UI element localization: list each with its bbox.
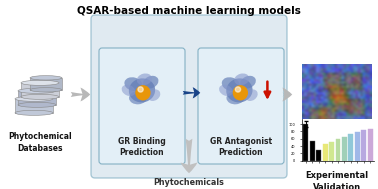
Bar: [316, 150, 321, 161]
Bar: [342, 137, 347, 161]
Bar: [15, 99, 53, 113]
Bar: [30, 78, 62, 90]
Text: Experimental
Validation: Experimental Validation: [305, 171, 369, 189]
Ellipse shape: [222, 77, 240, 91]
Ellipse shape: [15, 110, 53, 115]
Bar: [336, 139, 341, 161]
Bar: [329, 142, 334, 161]
Bar: [21, 83, 59, 97]
Ellipse shape: [129, 78, 155, 102]
Text: Phytochemical
Databases: Phytochemical Databases: [8, 132, 72, 153]
Text: GR Antagonist
Prediction: GR Antagonist Prediction: [210, 137, 272, 157]
Ellipse shape: [226, 91, 245, 104]
Ellipse shape: [240, 76, 256, 89]
Bar: [18, 91, 56, 105]
Bar: [310, 141, 315, 161]
Ellipse shape: [148, 89, 160, 101]
Ellipse shape: [219, 85, 233, 96]
Bar: [368, 129, 373, 161]
Circle shape: [235, 87, 241, 92]
Ellipse shape: [129, 91, 147, 104]
FancyBboxPatch shape: [91, 15, 287, 178]
Ellipse shape: [143, 76, 158, 89]
Ellipse shape: [21, 94, 59, 99]
Ellipse shape: [30, 88, 62, 92]
Bar: [355, 132, 360, 161]
Ellipse shape: [234, 86, 247, 98]
Ellipse shape: [122, 85, 135, 96]
Circle shape: [138, 87, 143, 92]
FancyBboxPatch shape: [99, 48, 185, 164]
Ellipse shape: [18, 88, 56, 93]
Ellipse shape: [136, 86, 150, 98]
Ellipse shape: [234, 74, 249, 85]
Text: GR Binding
Prediction: GR Binding Prediction: [118, 137, 166, 157]
Ellipse shape: [15, 96, 53, 101]
Bar: [361, 130, 366, 161]
Bar: [349, 134, 353, 161]
Circle shape: [135, 85, 151, 101]
FancyBboxPatch shape: [198, 48, 284, 164]
Circle shape: [233, 85, 248, 101]
Bar: [323, 144, 328, 161]
Text: QSAR-based machine learning models: QSAR-based machine learning models: [77, 6, 301, 16]
Bar: [304, 124, 308, 161]
Ellipse shape: [30, 76, 62, 80]
Ellipse shape: [124, 77, 143, 91]
Ellipse shape: [226, 78, 253, 102]
Ellipse shape: [137, 74, 152, 85]
Text: Phytochemicals
Antagonizing GR: Phytochemicals Antagonizing GR: [151, 178, 227, 189]
Ellipse shape: [245, 89, 258, 101]
Ellipse shape: [18, 102, 56, 107]
Ellipse shape: [21, 80, 59, 85]
